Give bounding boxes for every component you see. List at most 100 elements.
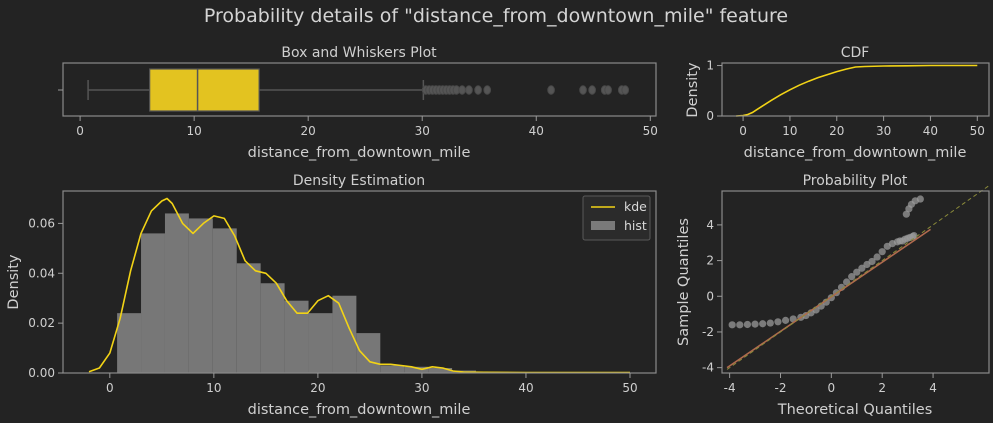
hist-bar [332, 295, 357, 373]
hist-bar [141, 233, 165, 373]
density-title: Density Estimation [293, 173, 425, 189]
cdf-xtick-label: 40 [923, 124, 938, 138]
prob-point [848, 273, 856, 281]
box-outlier [547, 85, 555, 95]
box-xtick-label: 20 [301, 124, 316, 138]
prob-ytick-label: 2 [706, 254, 714, 268]
box-outlier [588, 85, 596, 95]
box-plot-x-ticks: 0 10 20 30 40 50 [58, 89, 658, 138]
prob-point [853, 268, 861, 276]
cdf-xtick-label: 30 [876, 124, 891, 138]
legend-hist-label: hist [624, 218, 647, 233]
legend-kde-label: kde [624, 199, 647, 214]
prob-point [878, 248, 886, 256]
cdf-ytick-label: 0 [706, 109, 714, 123]
density-ytick-label: 0.06 [28, 216, 55, 230]
cdf-line [736, 64, 978, 117]
hist-bar [308, 313, 333, 373]
hist-bar [117, 313, 142, 373]
prob-point [728, 321, 736, 329]
prob-xtick-label: -2 [775, 381, 787, 395]
density-xtick-label: 0 [106, 381, 114, 395]
prob-fit-line [726, 228, 931, 369]
cdf-title: CDF [841, 45, 870, 61]
box-xtick-label: 10 [187, 124, 202, 138]
box-outlier [604, 85, 612, 95]
probability-plot-ticks: -4 -2 0 2 4 -4 -2 0 2 4 [702, 218, 937, 395]
probability-plot-xlabel: Theoretical Quantiles [777, 402, 933, 418]
density-xtick-label: 20 [310, 381, 325, 395]
cdf-xlabel: distance_from_downtown_mile [744, 145, 967, 161]
probability-plot-marks [726, 185, 990, 370]
box-plot-title: Box and Whiskers Plot [281, 45, 437, 61]
box-xtick-label: 30 [415, 124, 430, 138]
prob-xtick-label: 4 [929, 381, 937, 395]
density-ylabel: Density [6, 254, 22, 310]
box-outlier [621, 85, 630, 95]
cdf-marks [736, 64, 978, 117]
prob-point [916, 195, 924, 203]
box-outlier [474, 85, 482, 95]
prob-point [759, 320, 767, 328]
cdf-xtick-label: 0 [739, 124, 747, 138]
prob-point [858, 264, 866, 272]
hist-bar [260, 283, 285, 373]
figure-title: Probability details of "distance_from_do… [204, 5, 788, 27]
cdf-frame [721, 62, 990, 117]
prob-ytick-label: 4 [706, 218, 714, 232]
prob-point [781, 316, 790, 324]
cdf-xtick-label: 50 [970, 124, 985, 138]
hist-bar [164, 213, 189, 373]
prob-point [736, 321, 744, 329]
prob-xtick-label: -4 [724, 381, 736, 395]
box-outlier [483, 85, 492, 95]
prob-ytick-label: -4 [702, 361, 714, 375]
box-xtick-label: 50 [643, 124, 658, 138]
prob-point [868, 257, 876, 266]
box-xtick-label: 0 [76, 124, 84, 138]
hist-bar [404, 366, 429, 373]
cdf-ylabel: Density [685, 62, 701, 118]
prob-point [774, 318, 782, 326]
prob-point [743, 320, 752, 329]
probability-plot-title: Probability Plot [803, 173, 908, 189]
cdf-panel: CDF 0 10 20 30 40 50 0 1 distance_from_downtown… [685, 45, 990, 161]
prob-point [766, 319, 774, 327]
box-outlier [465, 85, 473, 95]
box-plot-marks [87, 68, 630, 112]
prob-reference-line [726, 185, 990, 370]
density-xtick-label: 40 [518, 381, 533, 395]
density-xtick-label: 50 [622, 381, 637, 395]
density-xtick-label: 10 [206, 381, 221, 395]
prob-point [910, 232, 918, 240]
hist-bar [356, 333, 381, 373]
kde-line [88, 197, 630, 374]
prob-xtick-label: 2 [878, 381, 886, 395]
probability-plot-frame [721, 190, 990, 374]
box-outlier [579, 85, 587, 95]
box-iqr [149, 68, 260, 112]
hist-bar [212, 228, 237, 373]
density-panel: Density Estimation 0 10 20 30 40 50 0.00 0.02 0.… [6, 173, 657, 418]
prob-point [873, 253, 881, 261]
density-frame [62, 190, 657, 374]
probability-plot-ylabel: Sample Quantiles [676, 218, 692, 346]
prob-ytick-label: 0 [706, 289, 714, 303]
density-legend: kde hist [582, 195, 651, 241]
prob-point [822, 298, 830, 306]
prob-point [751, 320, 759, 328]
cdf-xtick-label: 20 [829, 124, 844, 138]
legend-hist-swatch [591, 221, 615, 230]
prob-xtick-label: 0 [828, 381, 836, 395]
hist-bar [284, 300, 309, 373]
cdf-ytick-label: 1 [706, 59, 714, 73]
hist-bar [188, 218, 213, 373]
box-plot-panel: Box and Whiskers Plot 0 10 20 30 40 50 distan… [58, 45, 658, 161]
box-outlier [458, 85, 466, 95]
prob-ytick-label: -2 [702, 325, 714, 339]
cdf-xtick-label: 10 [782, 124, 797, 138]
prob-point [902, 210, 910, 218]
hist-bar [428, 368, 453, 373]
hist-bar [236, 263, 261, 373]
